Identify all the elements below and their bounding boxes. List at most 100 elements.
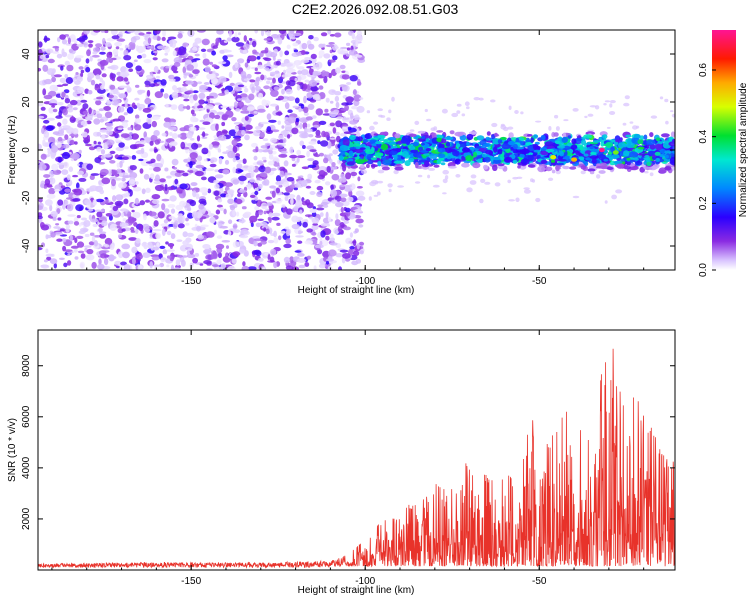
heatmap-y-tick-label: 40	[21, 48, 32, 60]
heatmap-cell	[50, 231, 56, 238]
heatmap-cell	[456, 103, 462, 107]
heatmap-cell	[156, 153, 162, 162]
heatmap-cell	[275, 111, 283, 116]
heatmap-cell	[414, 120, 420, 125]
heatmap-x-tick-label: -100	[355, 276, 375, 287]
heatmap-cell	[196, 81, 203, 85]
heatmap-cell	[532, 134, 539, 139]
heatmap-cell	[59, 34, 66, 40]
heatmap-cell	[342, 126, 348, 130]
heatmap-cell	[149, 173, 155, 180]
heatmap-cell	[168, 74, 175, 80]
heatmap-cell	[237, 98, 242, 101]
heatmap-cell	[142, 107, 152, 113]
heatmap-cell	[517, 165, 521, 169]
heatmap-cell	[609, 103, 613, 108]
heatmap-cell	[173, 167, 178, 170]
heatmap-cell	[637, 139, 644, 145]
heatmap-cell	[131, 246, 138, 254]
heatmap-cell	[61, 169, 69, 176]
heatmap-cell	[441, 138, 447, 144]
heatmap-cell	[243, 35, 247, 42]
heatmap-cell	[169, 195, 177, 202]
heatmap-cell	[175, 259, 181, 266]
heatmap-cell	[182, 66, 187, 74]
heatmap-cell	[563, 119, 569, 122]
heatmap-cell	[663, 157, 673, 162]
heatmap-cell	[587, 113, 594, 117]
heatmap-cell	[200, 224, 209, 228]
heatmap-cell	[210, 251, 219, 259]
heatmap-cell	[540, 159, 548, 164]
heatmap-cell	[57, 156, 62, 163]
heatmap-cell	[72, 128, 79, 135]
heatmap-cell	[238, 248, 246, 254]
heatmap-cell	[256, 160, 264, 166]
heatmap-cell	[96, 211, 103, 218]
heatmap-cell	[160, 158, 165, 166]
heatmap-cell	[67, 253, 71, 256]
heatmap-cell	[212, 145, 219, 148]
heatmap-cell	[253, 240, 258, 247]
heatmap-cell	[375, 141, 382, 145]
heatmap-cell	[86, 254, 95, 261]
heatmap-cell	[270, 82, 274, 87]
heatmap-cell	[483, 164, 489, 170]
heatmap-cell	[159, 178, 166, 183]
heatmap-cell	[351, 32, 355, 40]
heatmap-cell	[625, 134, 632, 138]
heatmap-cell	[210, 77, 219, 85]
heatmap-cell	[626, 161, 631, 166]
heatmap-x-axis-label: Height of straight line (km)	[298, 285, 415, 296]
heatmap-cell	[291, 215, 299, 223]
heatmap-cell	[259, 172, 268, 178]
heatmap-cell	[98, 108, 105, 112]
heatmap-cell	[206, 231, 215, 238]
heatmap-cell	[264, 142, 271, 146]
heatmap-cell	[40, 264, 50, 269]
heatmap-cell	[42, 88, 47, 96]
heatmap-cell	[214, 169, 219, 173]
heatmap-cell	[284, 50, 290, 56]
heatmap-cell	[92, 51, 98, 55]
heatmap-cell	[278, 154, 288, 158]
heatmap-cell	[202, 121, 211, 125]
heatmap-cell	[346, 42, 351, 47]
heatmap-cell	[266, 202, 273, 207]
heatmap-cell	[196, 155, 203, 162]
heatmap-cell	[172, 222, 178, 230]
heatmap-cell	[49, 258, 58, 265]
heatmap-cell	[352, 89, 357, 96]
heatmap-cell	[177, 223, 185, 229]
heatmap-cell	[231, 139, 238, 146]
heatmap-cell	[189, 152, 198, 160]
heatmap-cell	[122, 218, 127, 222]
heatmap-cell	[127, 127, 132, 131]
heatmap-cell	[357, 81, 362, 86]
heatmap-cell	[121, 177, 126, 182]
heatmap-cell	[255, 86, 261, 91]
heatmap-cell	[198, 198, 207, 204]
heatmap-cell	[98, 180, 103, 185]
heatmap-cell	[138, 32, 145, 36]
heatmap-cell	[246, 73, 252, 79]
heatmap-cell	[448, 165, 457, 169]
heatmap-cell	[111, 99, 119, 106]
heatmap-cell	[172, 50, 177, 57]
heatmap-cell	[141, 242, 147, 247]
heatmap-cell	[314, 154, 320, 158]
heatmap-cell	[300, 103, 305, 109]
heatmap-cell	[263, 159, 267, 163]
heatmap-cell	[61, 48, 65, 56]
heatmap-cell	[105, 213, 113, 217]
heatmap-cell	[263, 210, 267, 215]
heatmap-cell	[289, 146, 294, 154]
heatmap-cell	[281, 74, 289, 78]
heatmap-cell	[223, 208, 227, 215]
heatmap-cell	[103, 106, 111, 111]
heatmap-cell	[369, 181, 377, 187]
heatmap-cell	[277, 120, 281, 125]
heatmap-cell	[312, 206, 316, 210]
heatmap-cell	[507, 126, 514, 130]
